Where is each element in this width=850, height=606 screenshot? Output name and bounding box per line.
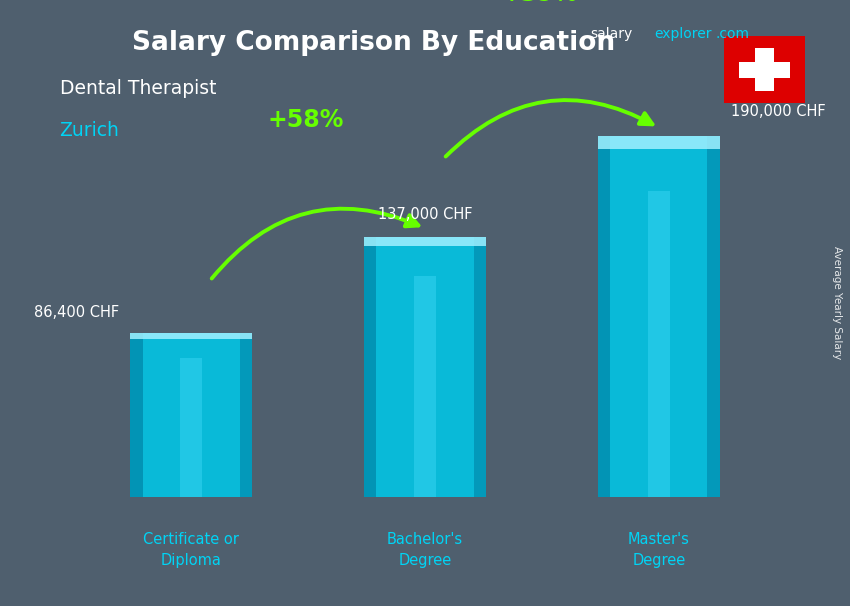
- Text: Salary Comparison By Education: Salary Comparison By Education: [133, 30, 615, 56]
- Text: Average Yearly Salary: Average Yearly Salary: [832, 247, 842, 359]
- FancyArrowPatch shape: [445, 100, 653, 156]
- FancyArrowPatch shape: [212, 208, 418, 279]
- Bar: [707, 136, 719, 497]
- Text: Dental Therapist: Dental Therapist: [60, 79, 216, 98]
- Bar: [130, 333, 252, 497]
- Text: .com: .com: [716, 27, 750, 41]
- Text: Zurich: Zurich: [60, 121, 119, 140]
- Bar: [598, 136, 719, 149]
- Text: 86,400 CHF: 86,400 CHF: [34, 305, 119, 320]
- Text: explorer: explorer: [654, 27, 712, 41]
- Bar: [414, 276, 436, 497]
- Bar: [240, 333, 252, 497]
- Bar: [130, 333, 143, 497]
- Text: 137,000 CHF: 137,000 CHF: [377, 207, 473, 222]
- Text: 190,000 CHF: 190,000 CHF: [731, 104, 826, 119]
- Bar: [598, 136, 719, 497]
- Bar: [739, 62, 790, 78]
- Bar: [130, 333, 252, 339]
- Bar: [364, 237, 377, 497]
- Text: Certificate or
Diploma: Certificate or Diploma: [144, 532, 239, 568]
- Text: +39%: +39%: [502, 0, 578, 5]
- Text: +58%: +58%: [268, 108, 344, 132]
- Bar: [364, 237, 486, 246]
- Bar: [180, 358, 202, 497]
- Bar: [755, 48, 774, 91]
- Text: salary: salary: [591, 27, 633, 41]
- Text: Bachelor's
Degree: Bachelor's Degree: [387, 532, 463, 568]
- Bar: [473, 237, 486, 497]
- Bar: [598, 136, 610, 497]
- Bar: [364, 237, 486, 497]
- Text: Master's
Degree: Master's Degree: [628, 532, 689, 568]
- Bar: [648, 190, 670, 497]
